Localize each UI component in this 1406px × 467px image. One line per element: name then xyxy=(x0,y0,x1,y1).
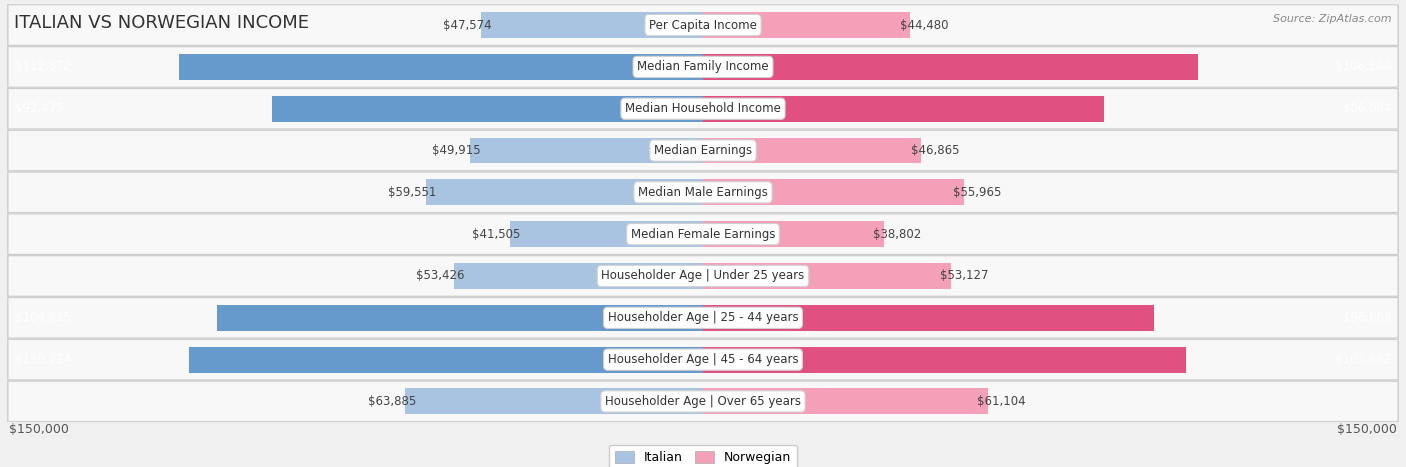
FancyBboxPatch shape xyxy=(8,215,1398,254)
Text: $92,475: $92,475 xyxy=(14,102,63,115)
Legend: Italian, Norwegian: Italian, Norwegian xyxy=(609,445,797,467)
FancyBboxPatch shape xyxy=(8,340,1398,379)
Text: $61,104: $61,104 xyxy=(977,395,1026,408)
Text: $49,915: $49,915 xyxy=(432,144,481,157)
Text: $46,865: $46,865 xyxy=(911,144,959,157)
FancyBboxPatch shape xyxy=(8,173,1398,212)
Text: $96,866: $96,866 xyxy=(1343,311,1392,324)
Bar xyxy=(454,263,703,289)
FancyBboxPatch shape xyxy=(8,298,1398,337)
FancyBboxPatch shape xyxy=(7,297,1399,338)
Bar xyxy=(703,305,1154,331)
Text: Median Household Income: Median Household Income xyxy=(626,102,780,115)
Bar xyxy=(180,54,703,80)
Text: $86,084: $86,084 xyxy=(1343,102,1392,115)
Bar xyxy=(703,347,1187,373)
FancyBboxPatch shape xyxy=(8,89,1398,128)
Bar xyxy=(703,179,963,205)
Text: Median Family Income: Median Family Income xyxy=(637,60,769,73)
FancyBboxPatch shape xyxy=(8,131,1398,170)
Text: $38,802: $38,802 xyxy=(873,227,921,241)
Text: Householder Age | Under 25 years: Householder Age | Under 25 years xyxy=(602,269,804,283)
Text: Median Earnings: Median Earnings xyxy=(654,144,752,157)
Bar xyxy=(703,389,987,414)
Text: $44,480: $44,480 xyxy=(900,19,948,32)
Bar xyxy=(703,54,1198,80)
Text: $63,885: $63,885 xyxy=(367,395,416,408)
Text: $150,000: $150,000 xyxy=(8,423,69,436)
Bar xyxy=(703,12,910,38)
FancyBboxPatch shape xyxy=(8,382,1398,421)
Text: $47,574: $47,574 xyxy=(443,19,492,32)
Bar xyxy=(703,96,1104,122)
Bar xyxy=(471,138,703,163)
FancyBboxPatch shape xyxy=(8,6,1398,44)
Bar xyxy=(703,221,884,247)
Bar xyxy=(190,347,703,373)
Text: Householder Age | Over 65 years: Householder Age | Over 65 years xyxy=(605,395,801,408)
FancyBboxPatch shape xyxy=(7,340,1399,380)
Bar xyxy=(703,138,921,163)
Text: $110,224: $110,224 xyxy=(14,353,70,366)
Text: $106,144: $106,144 xyxy=(1336,60,1392,73)
FancyBboxPatch shape xyxy=(7,47,1399,87)
Text: $53,426: $53,426 xyxy=(416,269,464,283)
Text: Median Male Earnings: Median Male Earnings xyxy=(638,186,768,199)
Bar xyxy=(218,305,703,331)
Bar xyxy=(426,179,703,205)
FancyBboxPatch shape xyxy=(7,130,1399,171)
FancyBboxPatch shape xyxy=(7,256,1399,296)
FancyBboxPatch shape xyxy=(7,88,1399,129)
Text: $53,127: $53,127 xyxy=(941,269,988,283)
Text: Householder Age | 45 - 64 years: Householder Age | 45 - 64 years xyxy=(607,353,799,366)
Text: $41,505: $41,505 xyxy=(472,227,520,241)
Text: $150,000: $150,000 xyxy=(1337,423,1398,436)
FancyBboxPatch shape xyxy=(8,256,1398,296)
Text: Per Capita Income: Per Capita Income xyxy=(650,19,756,32)
Text: Median Female Earnings: Median Female Earnings xyxy=(631,227,775,241)
FancyBboxPatch shape xyxy=(7,5,1399,45)
Text: ITALIAN VS NORWEGIAN INCOME: ITALIAN VS NORWEGIAN INCOME xyxy=(14,14,309,32)
Bar xyxy=(703,263,950,289)
Bar xyxy=(481,12,703,38)
Bar xyxy=(405,389,703,414)
FancyBboxPatch shape xyxy=(7,381,1399,422)
Text: Source: ZipAtlas.com: Source: ZipAtlas.com xyxy=(1274,14,1392,24)
Bar xyxy=(273,96,703,122)
Text: $103,682: $103,682 xyxy=(1336,353,1392,366)
Bar xyxy=(509,221,703,247)
Text: $104,215: $104,215 xyxy=(14,311,70,324)
FancyBboxPatch shape xyxy=(7,172,1399,212)
FancyBboxPatch shape xyxy=(7,214,1399,255)
Text: $112,372: $112,372 xyxy=(14,60,70,73)
Text: $59,551: $59,551 xyxy=(388,186,436,199)
Text: $55,965: $55,965 xyxy=(953,186,1001,199)
FancyBboxPatch shape xyxy=(8,48,1398,86)
Text: Householder Age | 25 - 44 years: Householder Age | 25 - 44 years xyxy=(607,311,799,324)
